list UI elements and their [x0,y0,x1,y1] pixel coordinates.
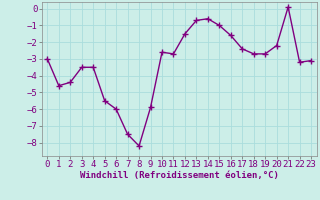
X-axis label: Windchill (Refroidissement éolien,°C): Windchill (Refroidissement éolien,°C) [80,171,279,180]
